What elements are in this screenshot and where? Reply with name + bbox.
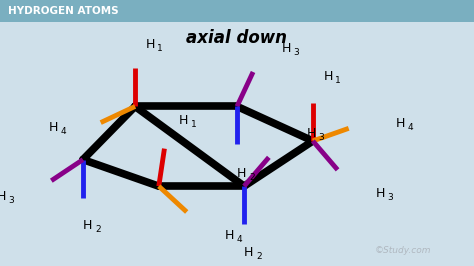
- Text: H: H: [282, 41, 291, 55]
- Text: H: H: [375, 187, 385, 200]
- Text: 3: 3: [9, 196, 14, 205]
- Text: axial down: axial down: [186, 29, 288, 47]
- Text: ©Study.com: ©Study.com: [374, 246, 431, 255]
- Text: 1: 1: [335, 76, 341, 85]
- Text: 2: 2: [95, 225, 100, 234]
- Text: HYDROGEN ATOMS: HYDROGEN ATOMS: [8, 6, 118, 16]
- Text: H: H: [396, 117, 405, 130]
- Text: 4: 4: [408, 123, 414, 131]
- Text: 3: 3: [387, 193, 393, 202]
- Text: H: H: [225, 229, 234, 242]
- Text: 2: 2: [249, 173, 255, 182]
- Text: H: H: [49, 121, 58, 134]
- Text: H: H: [307, 127, 316, 140]
- Text: 1: 1: [157, 44, 163, 53]
- Text: H: H: [237, 167, 246, 180]
- Text: 3: 3: [293, 48, 299, 57]
- Bar: [0, 0, 474, 22]
- Text: H: H: [146, 38, 155, 51]
- Text: 3: 3: [319, 133, 324, 142]
- Text: H: H: [0, 190, 6, 203]
- Text: H: H: [244, 246, 254, 259]
- Text: 4: 4: [61, 127, 66, 136]
- Text: H: H: [179, 114, 188, 127]
- Text: 2: 2: [256, 252, 262, 261]
- Text: 4: 4: [237, 235, 242, 244]
- Text: H: H: [323, 70, 333, 83]
- Text: H: H: [83, 219, 92, 232]
- Text: 1: 1: [191, 120, 196, 129]
